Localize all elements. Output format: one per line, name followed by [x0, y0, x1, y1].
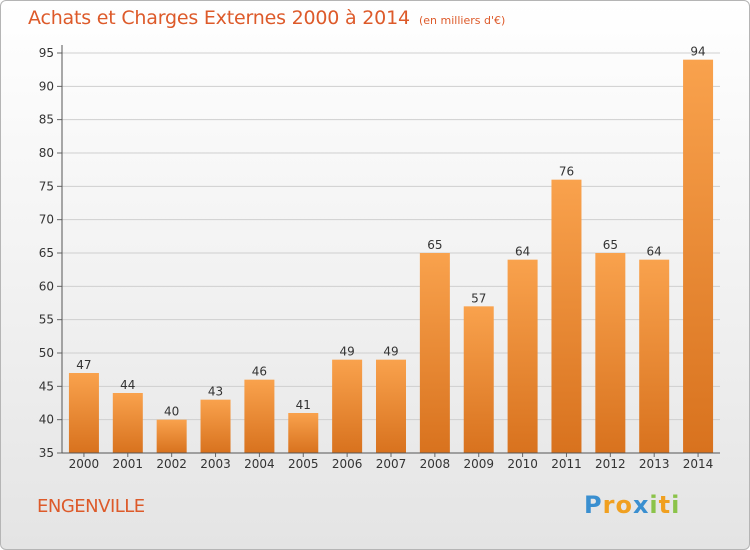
bar-2009 — [463, 306, 494, 453]
x-tick-label: 2006 — [332, 457, 363, 471]
y-tick-label: 85 — [39, 113, 54, 127]
bar-2010 — [507, 259, 538, 453]
y-tick-label: 80 — [39, 146, 54, 160]
bar-2012 — [595, 253, 626, 453]
data-label-2012: 65 — [603, 238, 618, 252]
data-labels: 47 44 40 43 46 41 49 49 65 57 64 76 65 64 94 — [76, 45, 705, 419]
logo-letter: o — [615, 491, 633, 519]
x-tick-label: 2011 — [551, 457, 582, 471]
x-tick-label: 2001 — [113, 457, 144, 471]
axis-lines — [61, 45, 720, 454]
y-tick-label: 75 — [39, 179, 54, 193]
x-tick-label: 2010 — [507, 457, 538, 471]
x-tick-label: 2009 — [463, 457, 494, 471]
data-label-2009: 57 — [471, 291, 486, 305]
chart-title: Achats et Charges Externes 2000 à 2014 — [28, 7, 410, 29]
bar-2007 — [376, 359, 406, 453]
logo-letter: t — [658, 491, 672, 519]
bar-2005 — [288, 413, 319, 453]
bar-2001 — [112, 393, 143, 453]
x-tick-label: 2008 — [420, 457, 451, 471]
y-tick-label: 40 — [39, 413, 54, 427]
logo-letter: i — [671, 491, 681, 519]
y-tick-label: 95 — [39, 46, 54, 60]
x-tick-label: 2000 — [69, 457, 100, 471]
data-label-2014: 94 — [690, 45, 705, 59]
data-label-2010: 64 — [515, 245, 530, 259]
bar-2006 — [332, 359, 363, 453]
logo-letter: P — [584, 491, 603, 519]
bars — [68, 59, 714, 454]
data-label-2004: 46 — [252, 365, 267, 379]
chart-subtitle: (en milliers d'€) — [419, 14, 506, 27]
data-label-2000: 47 — [76, 358, 91, 372]
bar-2008 — [419, 253, 450, 453]
data-label-2007: 49 — [383, 345, 398, 359]
bar-2013 — [639, 259, 670, 453]
data-label-2001: 44 — [120, 378, 135, 392]
data-label-2011: 76 — [559, 165, 574, 179]
data-label-2003: 43 — [208, 385, 223, 399]
bar-2014 — [683, 59, 714, 454]
y-tick-label: 45 — [39, 379, 54, 393]
bar-2011 — [551, 179, 582, 453]
logo-letter: r — [602, 491, 616, 519]
data-label-2006: 49 — [339, 345, 354, 359]
logo-letter: x — [632, 491, 650, 519]
y-tick-label: 35 — [39, 446, 54, 460]
x-tick-label: 2004 — [244, 457, 275, 471]
proxiti-logo: Proxiti — [584, 491, 680, 519]
data-label-2013: 64 — [647, 245, 662, 259]
y-tick-label: 70 — [39, 213, 54, 227]
x-tick-label: 2003 — [200, 457, 231, 471]
bar-2003 — [200, 399, 231, 453]
x-tick-label: 2012 — [595, 457, 626, 471]
y-tick-label: 65 — [39, 246, 54, 260]
data-label-2002: 40 — [164, 405, 179, 419]
x-tick-label: 2013 — [639, 457, 670, 471]
y-tick-label: 50 — [39, 346, 54, 360]
y-tick-label: 55 — [39, 313, 54, 327]
bar-2004 — [244, 379, 275, 453]
y-tick-label: 90 — [39, 79, 54, 93]
x-axis: 2000 2001 2002 2003 2004 2005 2006 2007 2008 2009… — [69, 453, 714, 471]
x-tick-label: 2005 — [288, 457, 319, 471]
logo-letter: i — [649, 491, 659, 519]
data-label-2005: 41 — [296, 398, 311, 412]
bar-2000 — [68, 373, 99, 453]
x-tick-label: 2007 — [376, 457, 407, 471]
y-tick-label: 60 — [39, 279, 54, 293]
x-tick-label: 2014 — [683, 457, 714, 471]
data-label-2008: 65 — [427, 238, 442, 252]
x-tick-label: 2002 — [156, 457, 187, 471]
location-name: ENGENVILLE — [37, 496, 145, 517]
y-axis: 35 40 45 50 55 60 65 70 75 80 85 90 95 — [39, 46, 62, 460]
bar-2002 — [156, 419, 187, 453]
